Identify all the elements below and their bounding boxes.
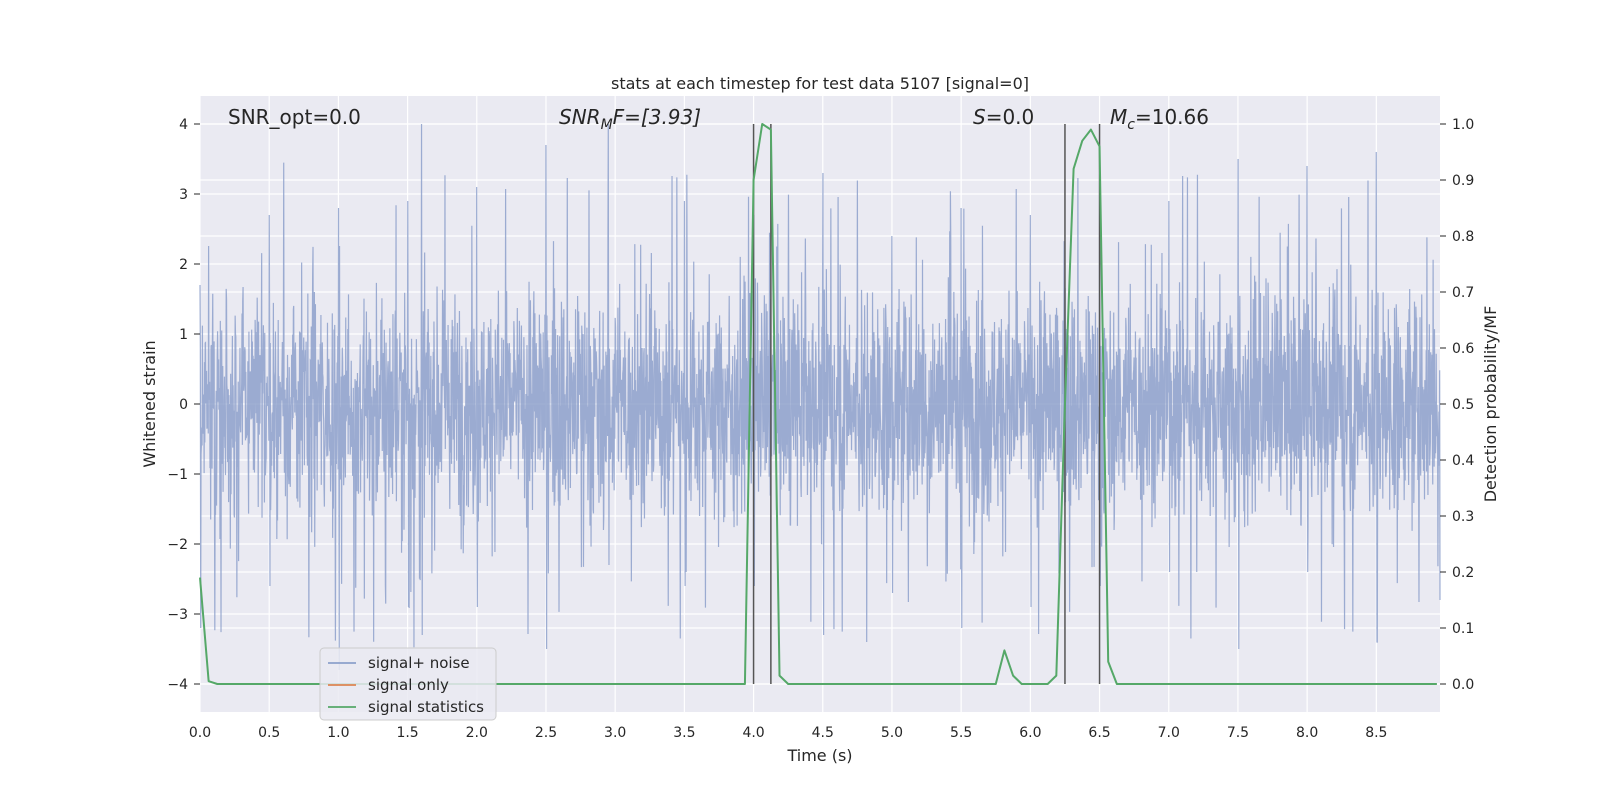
signal-noise-series: [199, 123, 1441, 671]
left-axis: 4 3 2 1 0 −1 −2 −3 −4: [167, 117, 200, 693]
right-tick-label: 0.1: [1452, 621, 1474, 637]
x-tick-label: 8.0: [1296, 725, 1318, 741]
right-tick-label: 0.3: [1452, 509, 1474, 525]
left-tick-label: 2: [179, 257, 188, 273]
annotation-snr-mf-base: SNR: [559, 105, 601, 129]
x-tick-label: 5.0: [881, 725, 903, 741]
left-axis-label: Whitened strain: [140, 340, 159, 467]
right-axis: 1.0 0.9 0.8 0.7 0.6 0.5 0.4 0.3 0.2 0.1 0.0: [1440, 117, 1474, 693]
x-axis: 0.0 0.5 1.0 1.5 2.0 2.5 3.0 3.5 4.0 4.5 5.0 5.5 6.0 6…: [189, 725, 1388, 741]
x-tick-label: 1.0: [327, 725, 349, 741]
annotation-mc-tail: =10.66: [1135, 105, 1209, 129]
x-axis-label: Time (s): [786, 746, 852, 765]
right-tick-label: 0.5: [1452, 397, 1474, 413]
x-tick-label: 6.5: [1088, 725, 1110, 741]
legend: signal+ noise signal only signal statist…: [319, 647, 497, 721]
x-tick-label: 6.0: [1019, 725, 1041, 741]
x-tick-label: 1.5: [396, 725, 418, 741]
annotation-mc-sub: c: [1127, 117, 1135, 133]
left-tick-label: 1: [179, 327, 188, 343]
annotation-snr-opt: SNR_opt=0.0: [228, 105, 361, 129]
legend-label-signal-statistics: signal statistics: [368, 698, 484, 716]
annotation-s-base: S: [973, 105, 986, 129]
left-tick-label: −4: [167, 677, 188, 693]
annotation-mc: Mc=10.66: [1110, 105, 1209, 133]
right-tick-label: 0.4: [1452, 453, 1474, 469]
legend-label-signal-only: signal only: [368, 676, 449, 694]
x-tick-label: 2.5: [535, 725, 557, 741]
right-tick-label: 0.0: [1452, 677, 1474, 693]
x-tick-label: 7.0: [1158, 725, 1180, 741]
right-tick-label: 0.7: [1452, 285, 1474, 301]
signal-statistics-series: [199, 123, 1437, 685]
left-tick-label: 3: [179, 187, 188, 203]
left-tick-label: −3: [167, 607, 188, 623]
legend-label-signal-noise: signal+ noise: [368, 654, 470, 672]
right-tick-label: 0.9: [1452, 173, 1474, 189]
legend-box: [319, 647, 497, 721]
left-tick-label: 0: [179, 397, 188, 413]
x-tick-label: 5.5: [950, 725, 972, 741]
right-axis-label: Detection probability/MF: [1481, 306, 1500, 503]
x-tick-label: 0.5: [258, 725, 280, 741]
x-tick-label: 3.5: [673, 725, 695, 741]
right-tick-label: 0.2: [1452, 565, 1474, 581]
x-tick-label: 0.0: [189, 725, 211, 741]
annotation-s-tail: =0.0: [986, 105, 1035, 129]
left-tick-label: 4: [179, 117, 188, 133]
x-tick-label: 4.0: [742, 725, 764, 741]
left-tick-label: −1: [167, 467, 188, 483]
chart-title: stats at each timestep for test data 510…: [611, 74, 1029, 93]
x-tick-label: 2.0: [466, 725, 488, 741]
annotation-snr-mf: SNRMF=[3.93]: [559, 105, 701, 133]
signal-noise-line: [199, 123, 1441, 671]
right-tick-label: 0.8: [1452, 229, 1474, 245]
annotation-snr-mf-sub: M: [601, 117, 613, 133]
x-tick-label: 3.0: [604, 725, 626, 741]
x-tick-label: 4.5: [812, 725, 834, 741]
annotation-mc-base: M: [1110, 105, 1127, 129]
left-tick-label: −2: [167, 537, 188, 553]
right-tick-label: 0.6: [1452, 341, 1474, 357]
x-tick-label: 8.5: [1365, 725, 1387, 741]
signal-statistics-line: [199, 123, 1437, 685]
annotation-snr-mf-tail: F=[3.93]: [613, 105, 701, 129]
annotation-s: S=0.0: [973, 105, 1034, 129]
x-tick-label: 7.5: [1227, 725, 1249, 741]
right-tick-label: 1.0: [1452, 117, 1474, 133]
